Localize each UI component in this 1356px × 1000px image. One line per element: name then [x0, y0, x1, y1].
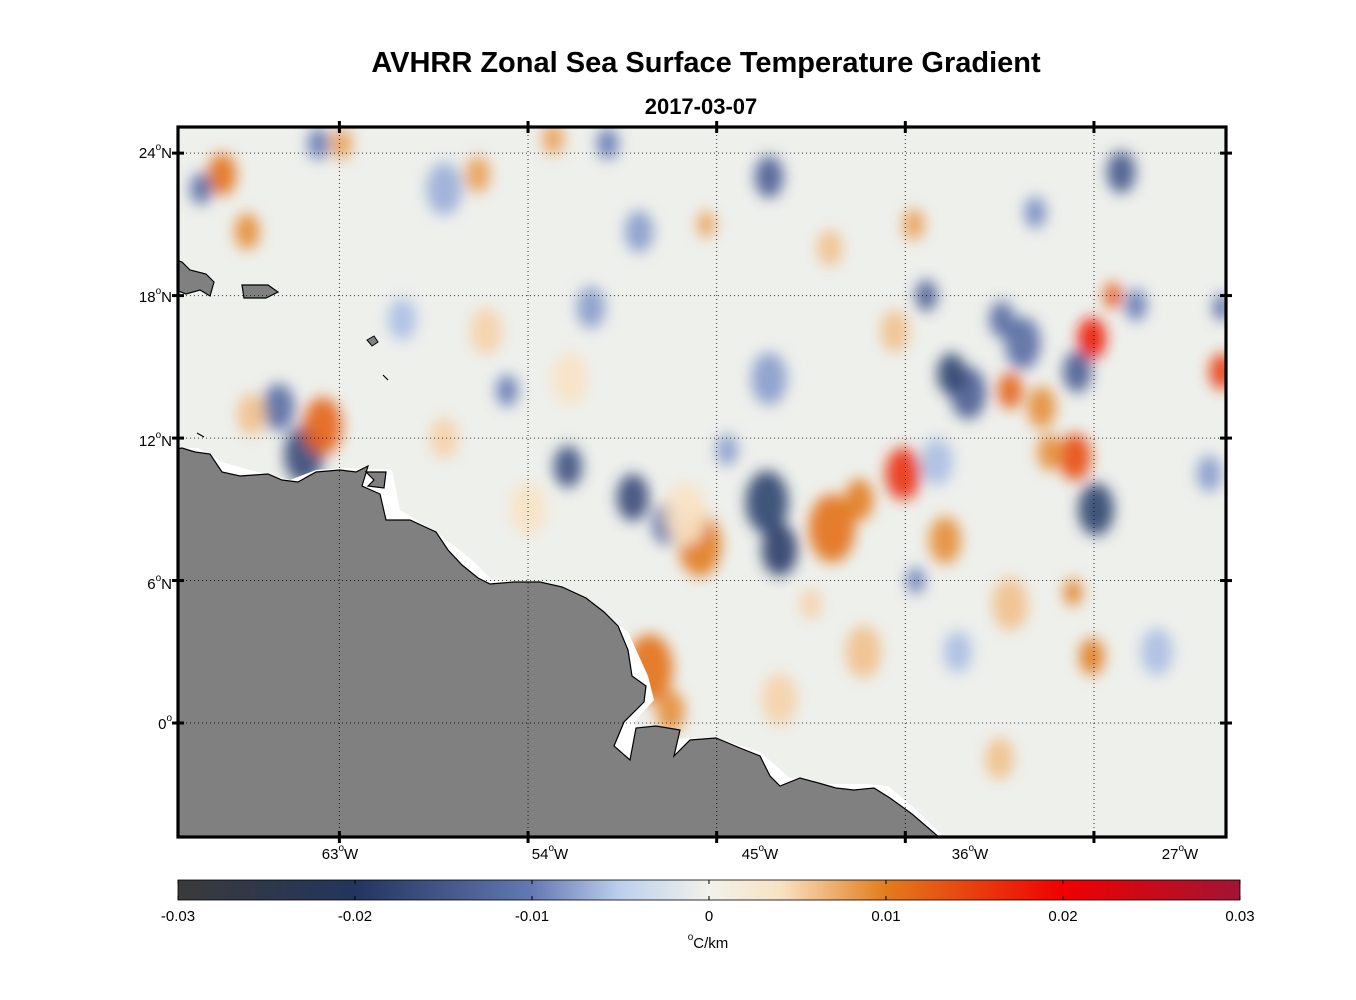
negative-gradient-patch: [989, 301, 1015, 338]
positive-gradient-patch: [808, 494, 856, 563]
negative-gradient-patch: [190, 173, 212, 205]
negative-gradient-patch: [596, 127, 619, 160]
positive-gradient-patch: [845, 625, 882, 678]
positive-gradient-patch: [929, 516, 962, 564]
y-tick-label-6n: 6oN: [147, 573, 172, 593]
map-title: AVHRR Zonal Sea Surface Temperature Grad…: [371, 47, 1041, 79]
negative-gradient-patch: [426, 162, 463, 215]
negative-gradient-patch: [1078, 483, 1114, 536]
positive-gradient-patch: [237, 393, 266, 436]
colorbar-tick-label: 0.03: [1225, 908, 1255, 925]
negative-gradient-patch: [920, 438, 953, 486]
negative-gradient-patch: [745, 470, 789, 534]
positive-gradient-patch: [880, 310, 910, 353]
colorbar-tick-label: 0: [704, 908, 714, 925]
y-tick-label-0: 0o: [158, 713, 172, 733]
positive-gradient-patch: [844, 478, 874, 521]
positive-gradient-patch: [800, 588, 822, 621]
negative-gradient-patch: [1212, 294, 1226, 321]
south-america-landmass: [178, 447, 940, 837]
negative-gradient-patch: [388, 298, 417, 341]
negative-gradient-patch: [1062, 350, 1092, 393]
grenada-island: [196, 432, 205, 438]
negative-gradient-patch: [751, 352, 787, 405]
positive-gradient-patch: [510, 483, 546, 536]
positive-gradient-patch: [470, 307, 503, 355]
y-tick-label-12n: 12oN: [138, 430, 172, 450]
positive-gradient-patch: [697, 211, 716, 238]
negative-gradient-patch: [1140, 628, 1173, 676]
colorbar-tick-label: 0.02: [1048, 908, 1078, 925]
positive-gradient-patch: [656, 690, 685, 733]
negative-gradient-patch: [754, 155, 784, 198]
y-tick-label-18n: 18oN: [138, 286, 172, 306]
negative-gradient-patch: [761, 523, 798, 576]
negative-gradient-patch: [307, 127, 330, 160]
positive-gradient-patch: [1103, 282, 1122, 309]
positive-gradient-patch: [429, 417, 459, 460]
negative-gradient-patch: [553, 445, 583, 488]
map-subtitle-date: 2017-03-07: [644, 94, 758, 119]
positive-gradient-patch: [903, 208, 925, 241]
positive-gradient-patch: [761, 673, 798, 726]
negative-gradient-patch: [496, 374, 518, 407]
negative-gradient-patch: [1024, 196, 1046, 229]
negative-gradient-patch: [624, 210, 654, 253]
colorbar-tick-label: 0.01: [871, 908, 901, 925]
positive-gradient-patch: [992, 578, 1028, 631]
positive-gradient-patch: [552, 352, 588, 405]
negative-gradient-patch: [937, 352, 966, 395]
positive-gradient-patch: [1027, 386, 1056, 429]
x-tick-label-54w: 54oW: [531, 843, 569, 863]
y-tick-label-24n: 24oN: [138, 142, 172, 162]
positive-gradient-patch: [234, 213, 260, 250]
negative-gradient-patch: [1106, 151, 1136, 194]
negative-gradient-patch: [576, 286, 606, 329]
positive-gradient-patch: [663, 482, 707, 546]
sst-gradient-field: [190, 127, 1226, 780]
negative-gradient-patch: [716, 434, 738, 466]
positive-gradient-patch: [542, 127, 564, 155]
colorbar-ticks: [177, 880, 1241, 900]
colorbar-tick-label: -0.02: [337, 908, 373, 925]
negative-gradient-patch: [616, 473, 649, 522]
trinidad-island: [364, 471, 387, 489]
positive-gradient-patch: [1077, 317, 1107, 360]
positive-gradient-patch: [303, 397, 343, 456]
guadeloupe-island: [366, 335, 379, 347]
positive-gradient-patch: [1059, 433, 1092, 481]
negative-gradient-patch: [1125, 289, 1147, 321]
positive-gradient-patch: [885, 447, 922, 500]
x-tick-label-36w: 36oW: [951, 843, 989, 863]
positive-gradient-patch: [207, 153, 237, 196]
positive-gradient-patch: [330, 127, 353, 160]
x-tick-label-63w: 63oW: [321, 843, 359, 863]
x-tick-label-27w: 27oW: [1161, 843, 1199, 863]
map-frame: [176, 125, 1228, 839]
axis-ticks: [172, 121, 1232, 843]
negative-gradient-patch: [906, 567, 925, 594]
colorbar-tick-label: -0.01: [514, 908, 550, 925]
negative-gradient-patch: [943, 630, 972, 673]
x-tick-label-45w: 45oW: [741, 843, 779, 863]
negative-gradient-patch: [262, 383, 295, 431]
puerto-rico-island: [241, 284, 280, 299]
positive-gradient-patch: [817, 229, 843, 267]
positive-gradient-patch: [1079, 638, 1105, 675]
negative-gradient-patch: [1196, 455, 1222, 493]
colorbar-tick-label: -0.03: [160, 908, 196, 925]
positive-gradient-patch: [1064, 579, 1082, 606]
positive-gradient-patch: [1037, 433, 1063, 471]
graticule: [178, 127, 1226, 837]
negative-gradient-patch: [1004, 316, 1041, 370]
positive-gradient-patch: [985, 737, 1014, 780]
positive-gradient-patch: [997, 372, 1023, 409]
martinique-island: [382, 374, 389, 381]
colorbar-unit-label: oC/km: [687, 932, 729, 952]
positive-gradient-patch: [1209, 353, 1226, 390]
positive-gradient-patch: [465, 156, 491, 193]
